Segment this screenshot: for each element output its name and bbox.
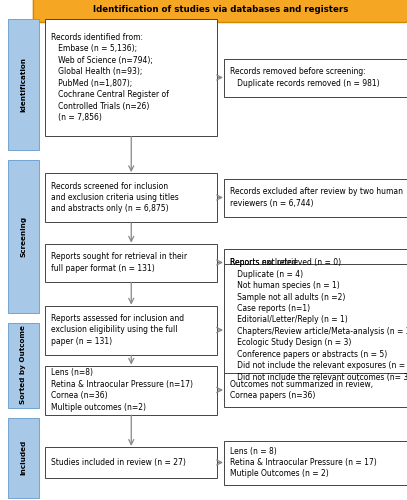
Text: Reports assessed for inclusion and
exclusion eligibility using the full
paper (n: Reports assessed for inclusion and exclu… <box>51 314 184 346</box>
Text: Records excluded after review by two human
reviewers (n = 6,744): Records excluded after review by two hum… <box>230 188 403 208</box>
Text: Sorted by Outcome: Sorted by Outcome <box>20 326 26 404</box>
Text: Records screened for inclusion
and exclusion criteria using titles
and abstracts: Records screened for inclusion and exclu… <box>51 182 179 214</box>
Text: Identification of studies via databases and registers: Identification of studies via databases … <box>93 5 349 14</box>
FancyBboxPatch shape <box>224 250 407 276</box>
FancyBboxPatch shape <box>224 178 407 216</box>
Text: Outcomes not summarized in review,
Cornea papers (n=36): Outcomes not summarized in review, Corne… <box>230 380 373 400</box>
Text: Records identified from:
   Embase (n = 5,136);
   Web of Science (n=794);
   Gl: Records identified from: Embase (n = 5,1… <box>51 33 169 122</box>
Text: Reports not retrieved (n = 0): Reports not retrieved (n = 0) <box>230 258 341 267</box>
FancyBboxPatch shape <box>45 244 217 282</box>
FancyBboxPatch shape <box>8 160 39 312</box>
FancyBboxPatch shape <box>45 447 217 478</box>
Text: Reports sought for retrieval in their
full paper format (n = 131): Reports sought for retrieval in their fu… <box>51 252 187 272</box>
FancyBboxPatch shape <box>224 58 407 96</box>
FancyBboxPatch shape <box>8 418 39 498</box>
Text: Reports excluded:
   Duplicate (n = 4)
   Not human species (n = 1)
   Sample no: Reports excluded: Duplicate (n = 4) Not … <box>230 258 407 382</box>
FancyBboxPatch shape <box>8 18 39 150</box>
Text: Included: Included <box>20 440 26 475</box>
FancyBboxPatch shape <box>224 264 407 376</box>
FancyBboxPatch shape <box>45 366 217 414</box>
FancyBboxPatch shape <box>224 373 407 407</box>
Text: Screening: Screening <box>20 216 26 257</box>
FancyBboxPatch shape <box>8 322 39 408</box>
Text: Lens (n = 8)
Retina & Intraocular Pressure (n = 17)
Mutiple Outcomes (n = 2): Lens (n = 8) Retina & Intraocular Pressu… <box>230 446 377 478</box>
FancyBboxPatch shape <box>45 173 217 222</box>
FancyBboxPatch shape <box>33 0 407 22</box>
FancyBboxPatch shape <box>45 306 217 354</box>
Text: Records removed before screening:
   Duplicate records removed (n = 981): Records removed before screening: Duplic… <box>230 68 380 87</box>
Text: Lens (n=8)
Retina & Intraocular Pressure (n=17)
Cornea (n=36)
Multiple outcomes : Lens (n=8) Retina & Intraocular Pressure… <box>51 368 193 412</box>
Text: Identification: Identification <box>20 57 26 112</box>
FancyBboxPatch shape <box>224 440 407 484</box>
FancyBboxPatch shape <box>45 20 217 136</box>
Text: Studies included in review (n = 27): Studies included in review (n = 27) <box>51 458 186 467</box>
